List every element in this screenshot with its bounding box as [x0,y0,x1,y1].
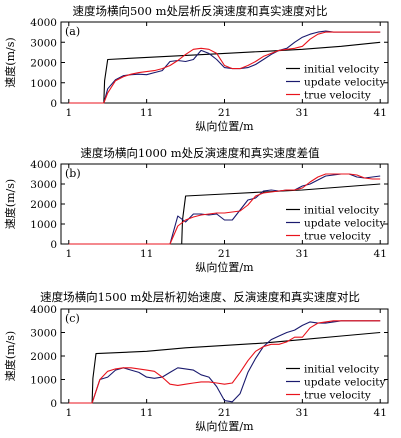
x-tick-label: 1 [65,407,72,419]
legend-label: update velocity [304,77,386,89]
legend-label: initial velocity [304,205,379,217]
y-tick-label: 4000 [30,159,57,171]
y-axis-label: 速度(m/s) [3,37,17,87]
x-tick-label: 11 [140,107,153,119]
panel-label: (c) [65,312,80,325]
legend-label: initial velocity [304,364,379,376]
chart-title: 速度场横向1000 m处反演速度和真实速度差值 [80,146,320,160]
y-tick-label: 2000 [30,199,57,211]
x-tick-label: 1 [65,107,72,119]
x-tick-label: 41 [374,407,387,419]
x-axis-label: 纵向位置/m [195,119,254,133]
chart-title: 速度场横向500 m处层析反演速度和真实速度对比 [72,4,327,18]
y-axis-label: 速度(m/s) [3,331,17,381]
x-tick-label: 31 [296,407,309,419]
y-tick-label: 0 [50,98,57,110]
x-tick-label: 1 [65,248,72,260]
x-tick-label: 31 [296,248,309,260]
y-tick-label: 1000 [30,219,57,231]
x-axis-label: 纵向位置/m [195,260,254,274]
legend-label: true velocity [304,231,371,243]
x-tick-label: 11 [140,407,153,419]
x-tick-label: 11 [140,248,153,260]
y-tick-label: 0 [50,398,57,410]
legend-label: initial velocity [304,64,379,76]
legend-label: true velocity [304,90,371,102]
series-line-true-velocity [68,31,381,104]
x-tick-label: 31 [296,107,309,119]
chart-title: 速度场横向1500 m处层析初始速度、反演速度和真实速度对比 [40,290,360,304]
x-tick-label: 21 [218,107,231,119]
series-line-update-velocity [68,320,381,404]
x-tick-label: 41 [374,107,387,119]
y-tick-label: 3000 [30,37,57,49]
series-line-true-velocity [68,320,381,404]
x-axis-label: 纵向位置/m [195,419,254,433]
legend-label: update velocity [304,377,386,389]
x-tick-label: 21 [218,407,231,419]
panel-label: (b) [65,167,81,180]
y-tick-label: 1000 [30,375,57,387]
y-tick-label: 3000 [30,328,57,340]
y-axis-label: 速度(m/s) [3,179,17,229]
series-line-initial-velocity [68,331,381,404]
series-line-true-velocity [68,173,381,245]
series-line-initial-velocity [68,183,381,245]
y-tick-label: 2000 [30,351,57,363]
y-tick-label: 3000 [30,179,57,191]
y-tick-label: 4000 [30,17,57,29]
x-tick-label: 41 [374,248,387,260]
x-tick-label: 21 [218,248,231,260]
y-tick-label: 0 [50,239,57,251]
panel-label: (a) [65,25,80,38]
legend-label: update velocity [304,218,386,230]
y-tick-label: 2000 [30,58,57,70]
y-tick-label: 4000 [30,304,57,316]
y-tick-label: 1000 [30,78,57,90]
legend-label: true velocity [304,390,371,402]
series-line-initial-velocity [68,41,381,104]
